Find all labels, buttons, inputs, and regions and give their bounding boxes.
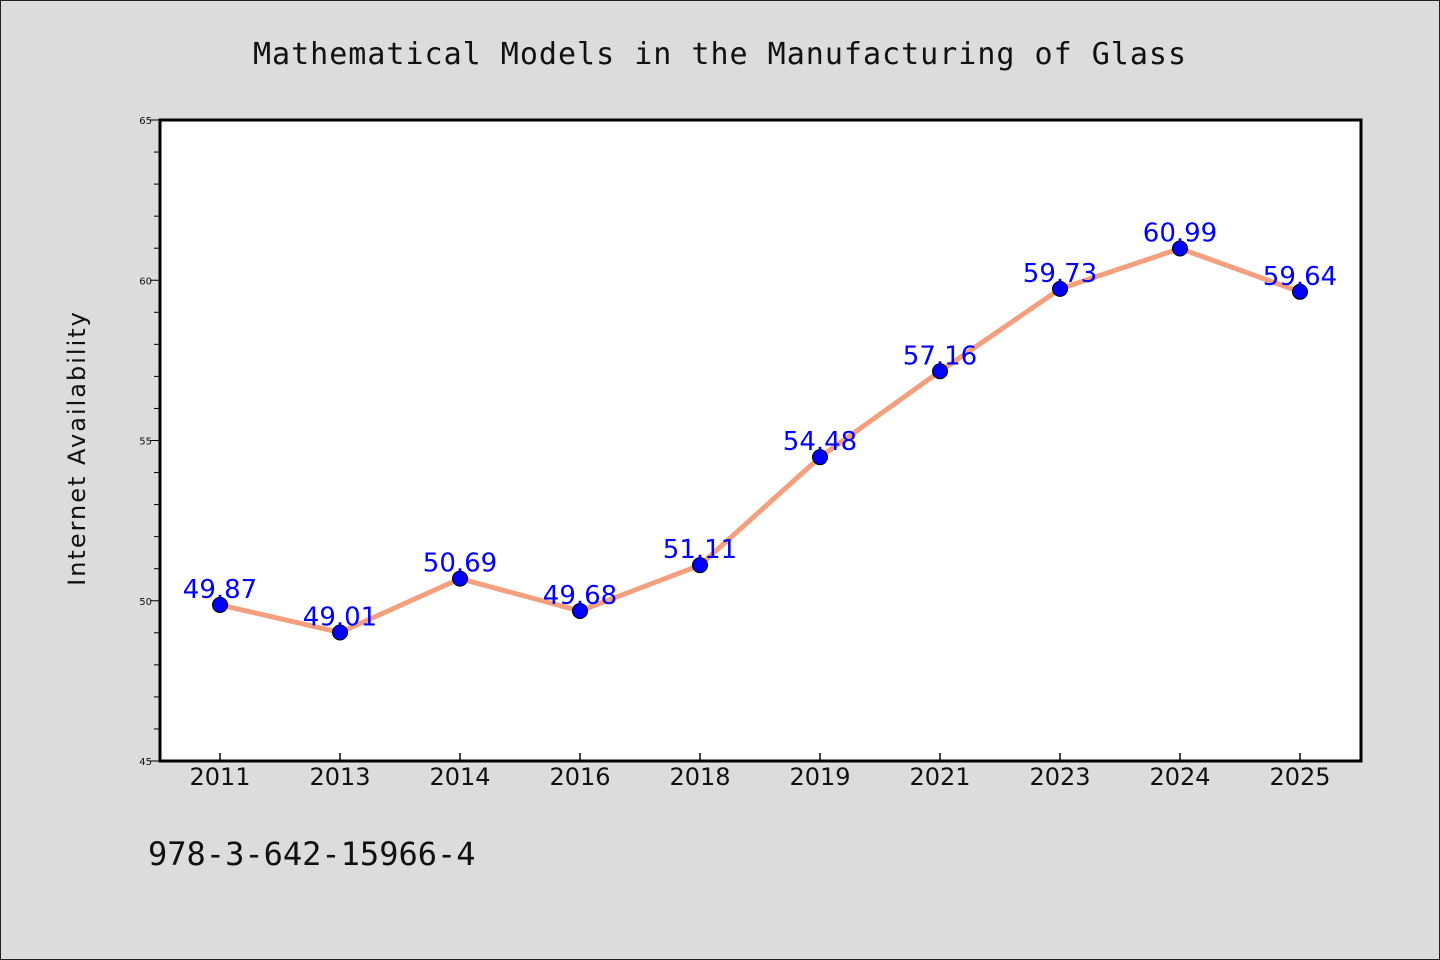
data-label: 51.11 bbox=[663, 535, 737, 565]
y-tick-label: 45 bbox=[139, 757, 152, 768]
data-label: 57.16 bbox=[903, 341, 977, 371]
series-group: 49.87 49.01 50.69 49.68 51.11 54.48 57.16 59.73… bbox=[183, 219, 1337, 641]
data-point bbox=[1052, 280, 1068, 297]
data-label: 49.01 bbox=[303, 602, 377, 632]
x-tick-label: 2024 bbox=[1149, 763, 1210, 791]
data-label: 49.87 bbox=[183, 575, 257, 605]
x-tick-label: 2014 bbox=[429, 763, 490, 791]
x-tick-label: 2019 bbox=[789, 763, 850, 791]
y-tick-label: 60 bbox=[139, 276, 152, 287]
data-point bbox=[452, 570, 468, 587]
data-point bbox=[1172, 240, 1188, 257]
y-tick-label: 50 bbox=[139, 597, 152, 608]
data-point bbox=[572, 603, 588, 620]
data-label: 59.64 bbox=[1263, 262, 1337, 292]
x-tick-label: 2018 bbox=[669, 763, 730, 791]
x-tick-label: 2011 bbox=[189, 763, 250, 791]
data-label: 60.99 bbox=[1143, 219, 1217, 249]
data-point bbox=[212, 596, 228, 613]
data-point bbox=[932, 363, 948, 380]
y-axis-label: Internet Availability bbox=[63, 310, 91, 586]
x-axis: 2011 2013 2014 2016 2018 2019 2021 2023 2024 2025 bbox=[189, 753, 1331, 791]
plot-area bbox=[158, 118, 1363, 763]
isbn-text: 978-3-642-15966-4 bbox=[148, 835, 476, 873]
chart-title: Mathematical Models in the Manufacturing… bbox=[253, 37, 1187, 72]
data-label: 50.69 bbox=[423, 549, 497, 579]
y-tick-label: 65 bbox=[139, 116, 152, 127]
data-point bbox=[692, 557, 708, 574]
x-tick-label: 2025 bbox=[1269, 763, 1330, 791]
data-label: 54.48 bbox=[783, 427, 857, 457]
x-tick-label: 2021 bbox=[909, 763, 970, 791]
series-line bbox=[217, 246, 1303, 635]
x-tick-label: 2023 bbox=[1029, 763, 1090, 791]
data-point bbox=[1292, 283, 1308, 300]
data-label: 49.68 bbox=[543, 581, 617, 611]
data-label: 59.73 bbox=[1023, 259, 1097, 289]
data-point bbox=[812, 449, 828, 466]
data-point bbox=[332, 624, 348, 641]
x-tick-label: 2013 bbox=[309, 763, 370, 791]
x-tick-label: 2016 bbox=[549, 763, 610, 791]
y-axis: 45 50 55 60 65 bbox=[139, 116, 160, 768]
y-tick-label: 55 bbox=[139, 437, 152, 448]
